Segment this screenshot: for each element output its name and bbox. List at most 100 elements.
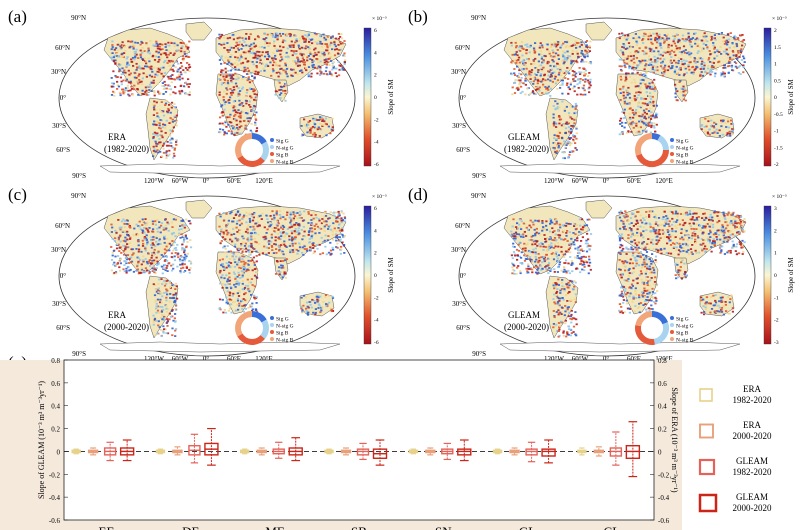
y-tick-right: 0.4 (658, 403, 667, 411)
lat-label: 60°S (456, 146, 470, 154)
panel-label: (d) (408, 185, 428, 204)
ring-legend-label: Sig G (276, 317, 289, 323)
box (71, 448, 81, 455)
lat-label: 60°N (455, 222, 470, 230)
colorbar-tick: 2 (774, 28, 777, 34)
colorbar-title: Slope of SM (387, 79, 395, 115)
box (577, 447, 587, 456)
colorbar-tick: 6 (374, 28, 377, 34)
lat-label: 0° (60, 94, 67, 102)
box (204, 427, 219, 466)
ring-legend-label: N-sig B (276, 338, 294, 344)
lat-label: 90°N (471, 192, 486, 200)
lat-label: 90°S (72, 172, 86, 180)
continent-greenland (185, 21, 213, 41)
lon-label: 120°E (655, 355, 673, 363)
legend-swatch (698, 458, 716, 476)
y-tick-left: 0 (57, 448, 61, 456)
colorbar-tick: 2 (774, 228, 777, 234)
y-tick-right: -0.4 (658, 494, 670, 502)
lat-label: 60°S (56, 146, 70, 154)
y-tick-left: 0.2 (51, 426, 60, 434)
continent-antarctica (99, 341, 341, 353)
ring-legend-swatch (670, 152, 674, 156)
continent-greenland (585, 199, 613, 219)
lon-label: 0° (203, 177, 210, 185)
legend-swatch (699, 388, 713, 402)
y-label-left: Slope of GLEAM (10⁻³ m³ m⁻³yr⁻¹) (37, 381, 46, 499)
colorbar-tick: -2 (374, 295, 379, 301)
ring-legend-label: N-sig G (676, 146, 694, 152)
legend-label: GLEAM (736, 492, 768, 502)
lat-label: 30°N (451, 246, 466, 254)
y-tick-left: 0.6 (51, 380, 60, 388)
y-tick-right: -0.6 (658, 517, 670, 525)
continent-greenland (585, 21, 613, 41)
ring-legend-swatch (270, 330, 274, 334)
lat-label: 0° (460, 94, 467, 102)
y-tick-left: -0.4 (49, 494, 61, 502)
ring-legend-label: N-sig G (276, 146, 294, 152)
y-tick-right: 0.6 (658, 380, 667, 388)
trend-pixels (110, 210, 347, 337)
significance-ring (634, 132, 670, 168)
y-tick-left: 0.4 (51, 403, 60, 411)
y-tick-right: -0.2 (658, 471, 670, 479)
box (509, 447, 520, 456)
dataset-name: ERA (108, 310, 127, 320)
colorbar-tick: -3 (774, 340, 779, 346)
continent-antarctica (99, 163, 341, 175)
lat-label: 30°S (52, 300, 66, 308)
box (525, 441, 538, 463)
lon-label: 120°W (144, 355, 164, 363)
box (324, 448, 334, 455)
colorbar-tick: 4 (374, 50, 377, 56)
ring-legend-swatch (270, 316, 274, 320)
ring-legend-label: Sig G (676, 139, 689, 145)
colorbar (763, 27, 772, 167)
ring-legend-label: N-sig B (676, 160, 694, 166)
ring-legend-label: N-sig B (276, 160, 294, 166)
lat-label: 30°S (452, 300, 466, 308)
colorbar-tick: 2 (374, 251, 377, 257)
dataset-period: (1982-2020) (504, 144, 549, 154)
category-label: SB (351, 524, 367, 530)
lon-label: 60°W (172, 177, 189, 185)
lat-label: 0° (60, 272, 67, 280)
colorbar-exponent: × 10⁻³ (372, 194, 387, 200)
map-panel-b: (b) 90°N 60°N 30°N 0° 30°S 60°S 90°S 120°W 60°W 0°… (408, 7, 795, 185)
colorbar-title: Slope of SM (787, 257, 795, 293)
ring-legend-label: Sig B (276, 331, 289, 337)
colorbar-tick: 0.5 (774, 78, 781, 84)
category-label: DF (182, 524, 199, 530)
box (625, 421, 641, 478)
lon-label: 120°W (144, 177, 164, 185)
lat-label: 90°N (71, 192, 86, 200)
dataset-period: (1982-2020) (104, 144, 149, 154)
dataset-name: ERA (108, 132, 127, 142)
box (87, 447, 99, 456)
ring-legend-swatch (670, 138, 674, 142)
lat-label: 60°S (56, 324, 70, 332)
colorbar-tick: 1.5 (774, 45, 781, 51)
lat-label: 90°S (72, 350, 86, 358)
colorbar-exponent: × 10⁻³ (772, 16, 787, 22)
lat-label: 90°N (71, 14, 86, 22)
category-label: CL (604, 524, 621, 530)
ring-legend-label: Sig B (676, 153, 689, 159)
significance-ring (235, 311, 269, 345)
colorbar-tick: 6 (374, 206, 377, 212)
colorbar-tick: 0 (374, 95, 377, 101)
bottom-axis-band (64, 520, 654, 530)
colorbar-tick: -6 (374, 340, 379, 346)
box (609, 431, 623, 466)
lon-label: 120°E (255, 355, 273, 363)
box (240, 448, 250, 455)
box (119, 439, 135, 462)
box (425, 447, 436, 456)
box (408, 448, 418, 455)
legend-label: GLEAM (736, 456, 768, 466)
box (457, 439, 472, 462)
lat-label: 0° (460, 272, 467, 280)
colorbar-title: Slope of SM (387, 257, 395, 293)
